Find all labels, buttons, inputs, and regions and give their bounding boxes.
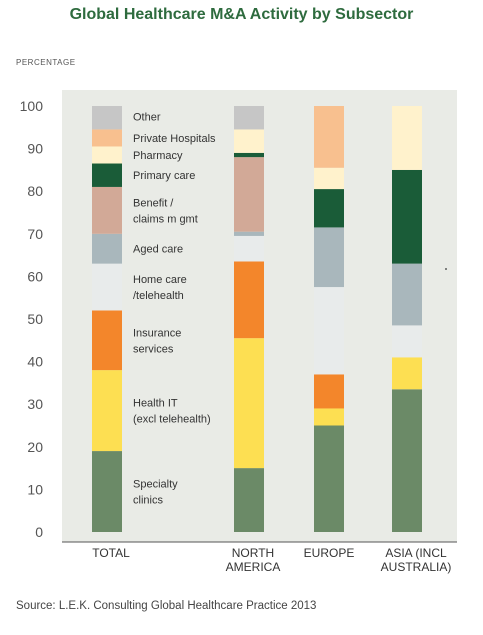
bar-segment bbox=[92, 129, 122, 147]
x-tick-label: TOTAL bbox=[92, 546, 130, 560]
bar-segment bbox=[234, 468, 264, 532]
legend-label: /telehealth bbox=[133, 290, 184, 302]
y-tick-label: 80 bbox=[27, 183, 43, 199]
legend-label: Aged care bbox=[133, 244, 183, 256]
bar-segment bbox=[92, 163, 122, 187]
y-axis-label: PERCENTAGE bbox=[16, 58, 76, 67]
bar-segment bbox=[314, 287, 344, 375]
legend-label: Home care bbox=[133, 274, 187, 286]
bar-segment bbox=[314, 425, 344, 532]
legend-label: Health IT bbox=[133, 398, 178, 410]
bar-segment bbox=[314, 227, 344, 288]
legend-labels: Specialty clinics Health IT (excl telehealt… bbox=[133, 112, 216, 507]
y-tick-label: 60 bbox=[27, 268, 43, 284]
bar-segment bbox=[234, 261, 264, 339]
bar-segment bbox=[234, 129, 264, 153]
bar-segment bbox=[392, 106, 422, 170]
bar-segment bbox=[234, 231, 264, 236]
bar-segment bbox=[92, 146, 122, 164]
y-tick-label: 0 bbox=[35, 524, 43, 540]
bar-segment bbox=[314, 408, 344, 426]
source-note: Source: L.E.K. Consulting Global Healthc… bbox=[16, 600, 317, 612]
bar-segment bbox=[92, 370, 122, 452]
legend-label: claims m gmt bbox=[133, 213, 198, 225]
bar-segment bbox=[314, 167, 344, 190]
x-tick-label: NORTH bbox=[232, 546, 274, 560]
bar-segment bbox=[92, 263, 122, 311]
bar-segment bbox=[234, 157, 264, 232]
legend-label: Specialty bbox=[133, 479, 178, 491]
y-tick-labels: 0 10 20 30 40 50 60 70 80 90 100 bbox=[20, 98, 44, 540]
stacked-bar-chart: 0 10 20 30 40 50 60 70 80 90 100 TOTAL NORTHAMERICA… bbox=[20, 90, 457, 574]
legend-label: Benefit / bbox=[133, 197, 174, 209]
legend-label: services bbox=[133, 343, 174, 355]
bar-segment bbox=[392, 169, 422, 264]
x-tick-label: AUSTRALIA) bbox=[381, 560, 452, 574]
bar-segment bbox=[234, 152, 264, 158]
bar-segment bbox=[314, 374, 344, 409]
x-tick-label: AMERICA bbox=[226, 560, 281, 574]
bar-segment bbox=[92, 186, 122, 234]
legend-label: Insurance bbox=[133, 327, 181, 339]
legend-label: Other bbox=[133, 112, 161, 124]
bar-segment bbox=[92, 310, 122, 371]
x-tick-label: EUROPE bbox=[304, 546, 355, 560]
bar-segment bbox=[392, 389, 422, 532]
bar-segment bbox=[314, 189, 344, 228]
bar-segment bbox=[92, 451, 122, 532]
chart-title: Global Healthcare M&A Activity by Subsec… bbox=[69, 6, 414, 23]
legend-label: (excl telehealth) bbox=[133, 414, 211, 426]
y-tick-label: 100 bbox=[20, 98, 44, 114]
bar-segment bbox=[392, 263, 422, 326]
y-tick-label: 40 bbox=[27, 354, 43, 370]
y-tick-label: 90 bbox=[27, 141, 43, 157]
legend-label: Primary care bbox=[133, 170, 195, 182]
bar-segment bbox=[92, 106, 122, 130]
bar-segment bbox=[392, 357, 422, 390]
bars-group bbox=[92, 106, 422, 532]
bar-segment bbox=[92, 233, 122, 264]
bar-segment bbox=[234, 235, 264, 262]
legend-label: Pharmacy bbox=[133, 150, 183, 162]
x-tick-label: ASIA (INCL bbox=[385, 546, 447, 560]
bar-segment bbox=[234, 338, 264, 469]
y-tick-label: 30 bbox=[27, 396, 43, 412]
y-tick-label: 20 bbox=[27, 439, 43, 455]
legend-label: clinics bbox=[133, 495, 163, 507]
bar-segment bbox=[234, 106, 264, 130]
bar-segment bbox=[314, 106, 344, 168]
y-tick-label: 10 bbox=[27, 481, 43, 497]
bar-segment bbox=[392, 325, 422, 358]
y-tick-label: 50 bbox=[27, 311, 43, 327]
stray-dot bbox=[445, 268, 447, 270]
y-tick-label: 70 bbox=[27, 226, 43, 242]
legend-label: Private Hospitals bbox=[133, 133, 216, 145]
